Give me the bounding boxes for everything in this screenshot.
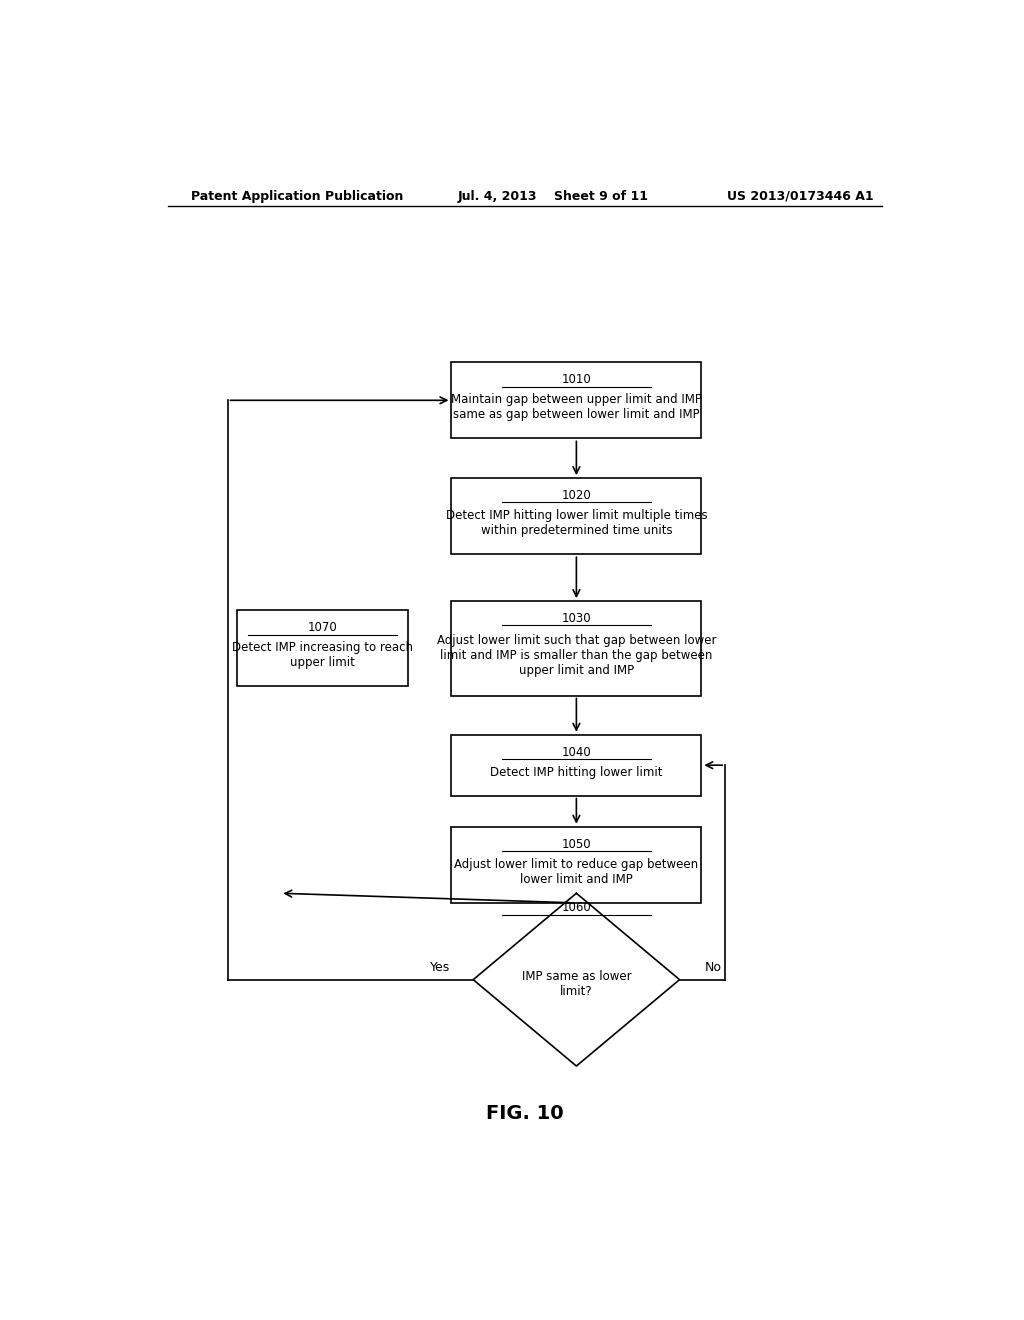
Bar [452,735,701,796]
Text: No: No [705,961,721,974]
Bar [238,610,408,686]
Bar [452,601,701,696]
Text: IMP same as lower
limit?: IMP same as lower limit? [521,970,631,998]
Text: Adjust lower limit such that gap between lower
limit and IMP is smaller than the: Adjust lower limit such that gap between… [436,634,716,677]
Text: FIG. 10: FIG. 10 [486,1105,563,1123]
Text: 1040: 1040 [561,746,591,759]
Text: Jul. 4, 2013    Sheet 9 of 11: Jul. 4, 2013 Sheet 9 of 11 [458,190,648,202]
Bar [452,826,701,903]
Text: 1050: 1050 [561,838,591,851]
Text: 1010: 1010 [561,374,591,387]
Text: Yes: Yes [430,961,450,974]
Text: 1070: 1070 [307,622,337,635]
Polygon shape [473,894,680,1067]
Text: Patent Application Publication: Patent Application Publication [191,190,403,202]
Text: 1030: 1030 [561,612,591,626]
Text: Maintain gap between upper limit and IMP
same as gap between lower limit and IMP: Maintain gap between upper limit and IMP… [451,393,701,421]
Text: US 2013/0173446 A1: US 2013/0173446 A1 [727,190,873,202]
Text: Detect IMP hitting lower limit multiple times
within predetermined time units: Detect IMP hitting lower limit multiple … [445,510,708,537]
Text: Adjust lower limit to reduce gap between
lower limit and IMP: Adjust lower limit to reduce gap between… [455,858,698,886]
Text: Detect IMP increasing to reach
upper limit: Detect IMP increasing to reach upper lim… [231,642,413,669]
Text: Detect IMP hitting lower limit: Detect IMP hitting lower limit [490,766,663,779]
Text: 1020: 1020 [561,490,591,502]
Bar [452,362,701,438]
Bar [452,478,701,554]
Text: 1060: 1060 [561,902,591,915]
